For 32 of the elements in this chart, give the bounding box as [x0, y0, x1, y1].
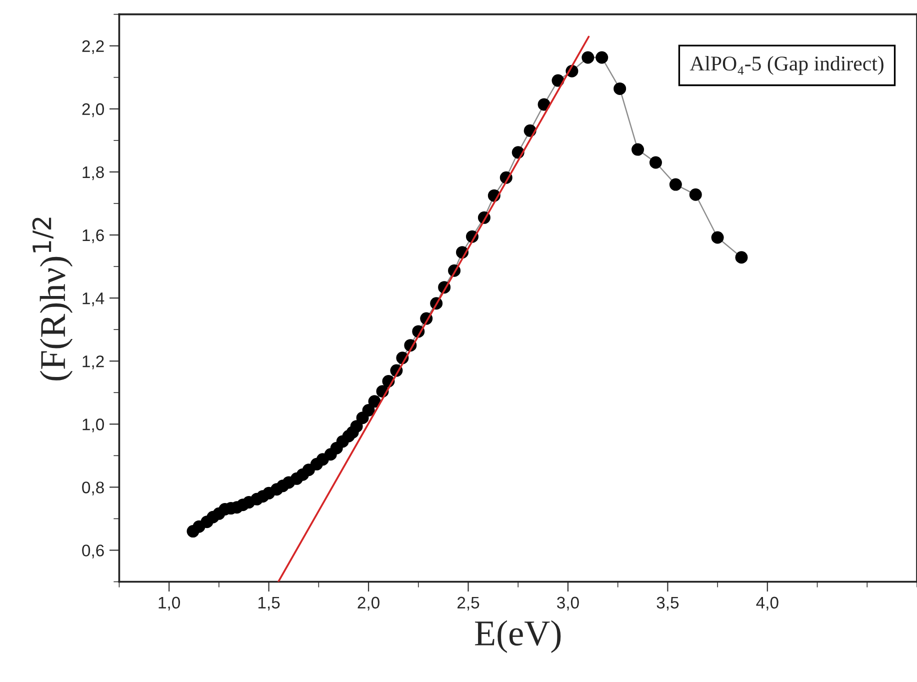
point [669, 178, 682, 191]
y-tick-label: 1,2 [82, 355, 104, 370]
point [538, 98, 550, 111]
point [735, 251, 748, 264]
y-axis-title: (F(R)hν)$^{1/2}$ [32, 218, 73, 380]
y-tick-label: 1,0 [82, 418, 104, 432]
point [368, 395, 381, 408]
point [614, 82, 626, 95]
point [582, 51, 594, 64]
point [689, 188, 702, 201]
y-tick-label: 0,6 [82, 544, 104, 558]
y-tick-label: 2,2 [82, 40, 104, 54]
point [649, 156, 662, 169]
y-tick-label: 1,6 [82, 229, 104, 244]
x-tick-label: 3,0 [557, 596, 579, 611]
x-tick-label: 4,0 [756, 596, 778, 611]
point [632, 143, 644, 156]
y-tick-label: 0,8 [82, 482, 104, 496]
x-tick-label: 3,5 [656, 596, 679, 611]
point [596, 51, 608, 64]
point [711, 231, 724, 244]
x-tick-label: 1,0 [158, 596, 180, 611]
x-tick-label: 2,5 [458, 596, 480, 611]
point [362, 404, 375, 417]
y-tick-label: 2,0 [82, 103, 104, 118]
y-tick-label: 1,8 [82, 166, 104, 180]
x-axis-title: E(eV) [475, 620, 561, 653]
y-tick-label: 1,4 [82, 292, 104, 306]
point [350, 420, 363, 433]
x-tick-label: 2,0 [358, 596, 380, 611]
annotation: AlPO₄-5 (Gap indirect) [690, 56, 884, 75]
x-tick-label: 1,5 [258, 596, 280, 611]
